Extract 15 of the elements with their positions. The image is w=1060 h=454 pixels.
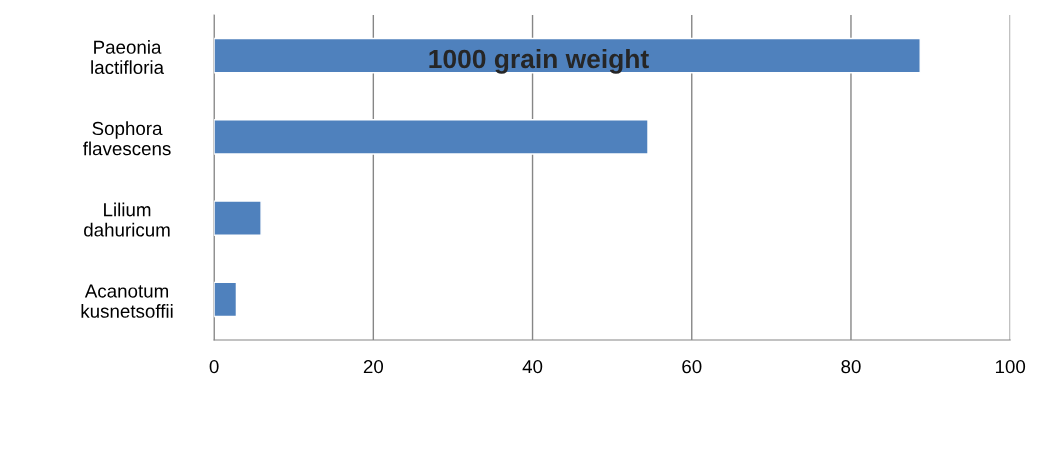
text: 1000 grain weight: [429, 48, 649, 74]
x-tick-label: 20: [363, 359, 384, 374]
x-tick-label: 0: [209, 359, 219, 374]
x-tick-label: 60: [682, 359, 702, 374]
y-tick-label: Acanotum kusnetsoffii: [81, 284, 173, 318]
x-tick-label: 40: [522, 359, 543, 374]
bar: [214, 119, 649, 155]
x-tick-label: 80: [841, 359, 861, 374]
bar: [214, 281, 238, 318]
y-tick-label: Lilium dahuricum: [84, 202, 170, 237]
y-tick-label: Paeonia lactifloria: [91, 40, 165, 75]
x-tick-label: 100: [995, 359, 1026, 374]
bar: [214, 200, 262, 236]
bar: [214, 37, 921, 74]
y-tick-label: Sophora flavescens: [83, 121, 171, 156]
